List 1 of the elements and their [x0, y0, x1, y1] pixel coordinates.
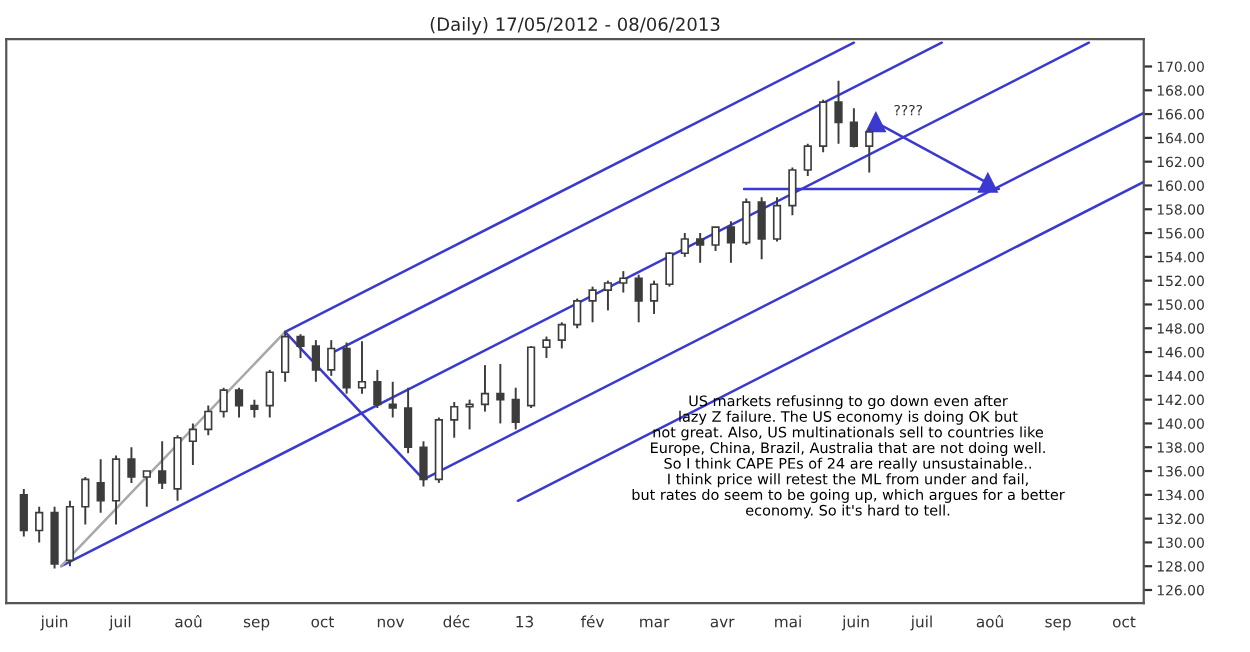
- chart-title: (Daily) 17/05/2012 - 08/06/2013: [430, 17, 720, 35]
